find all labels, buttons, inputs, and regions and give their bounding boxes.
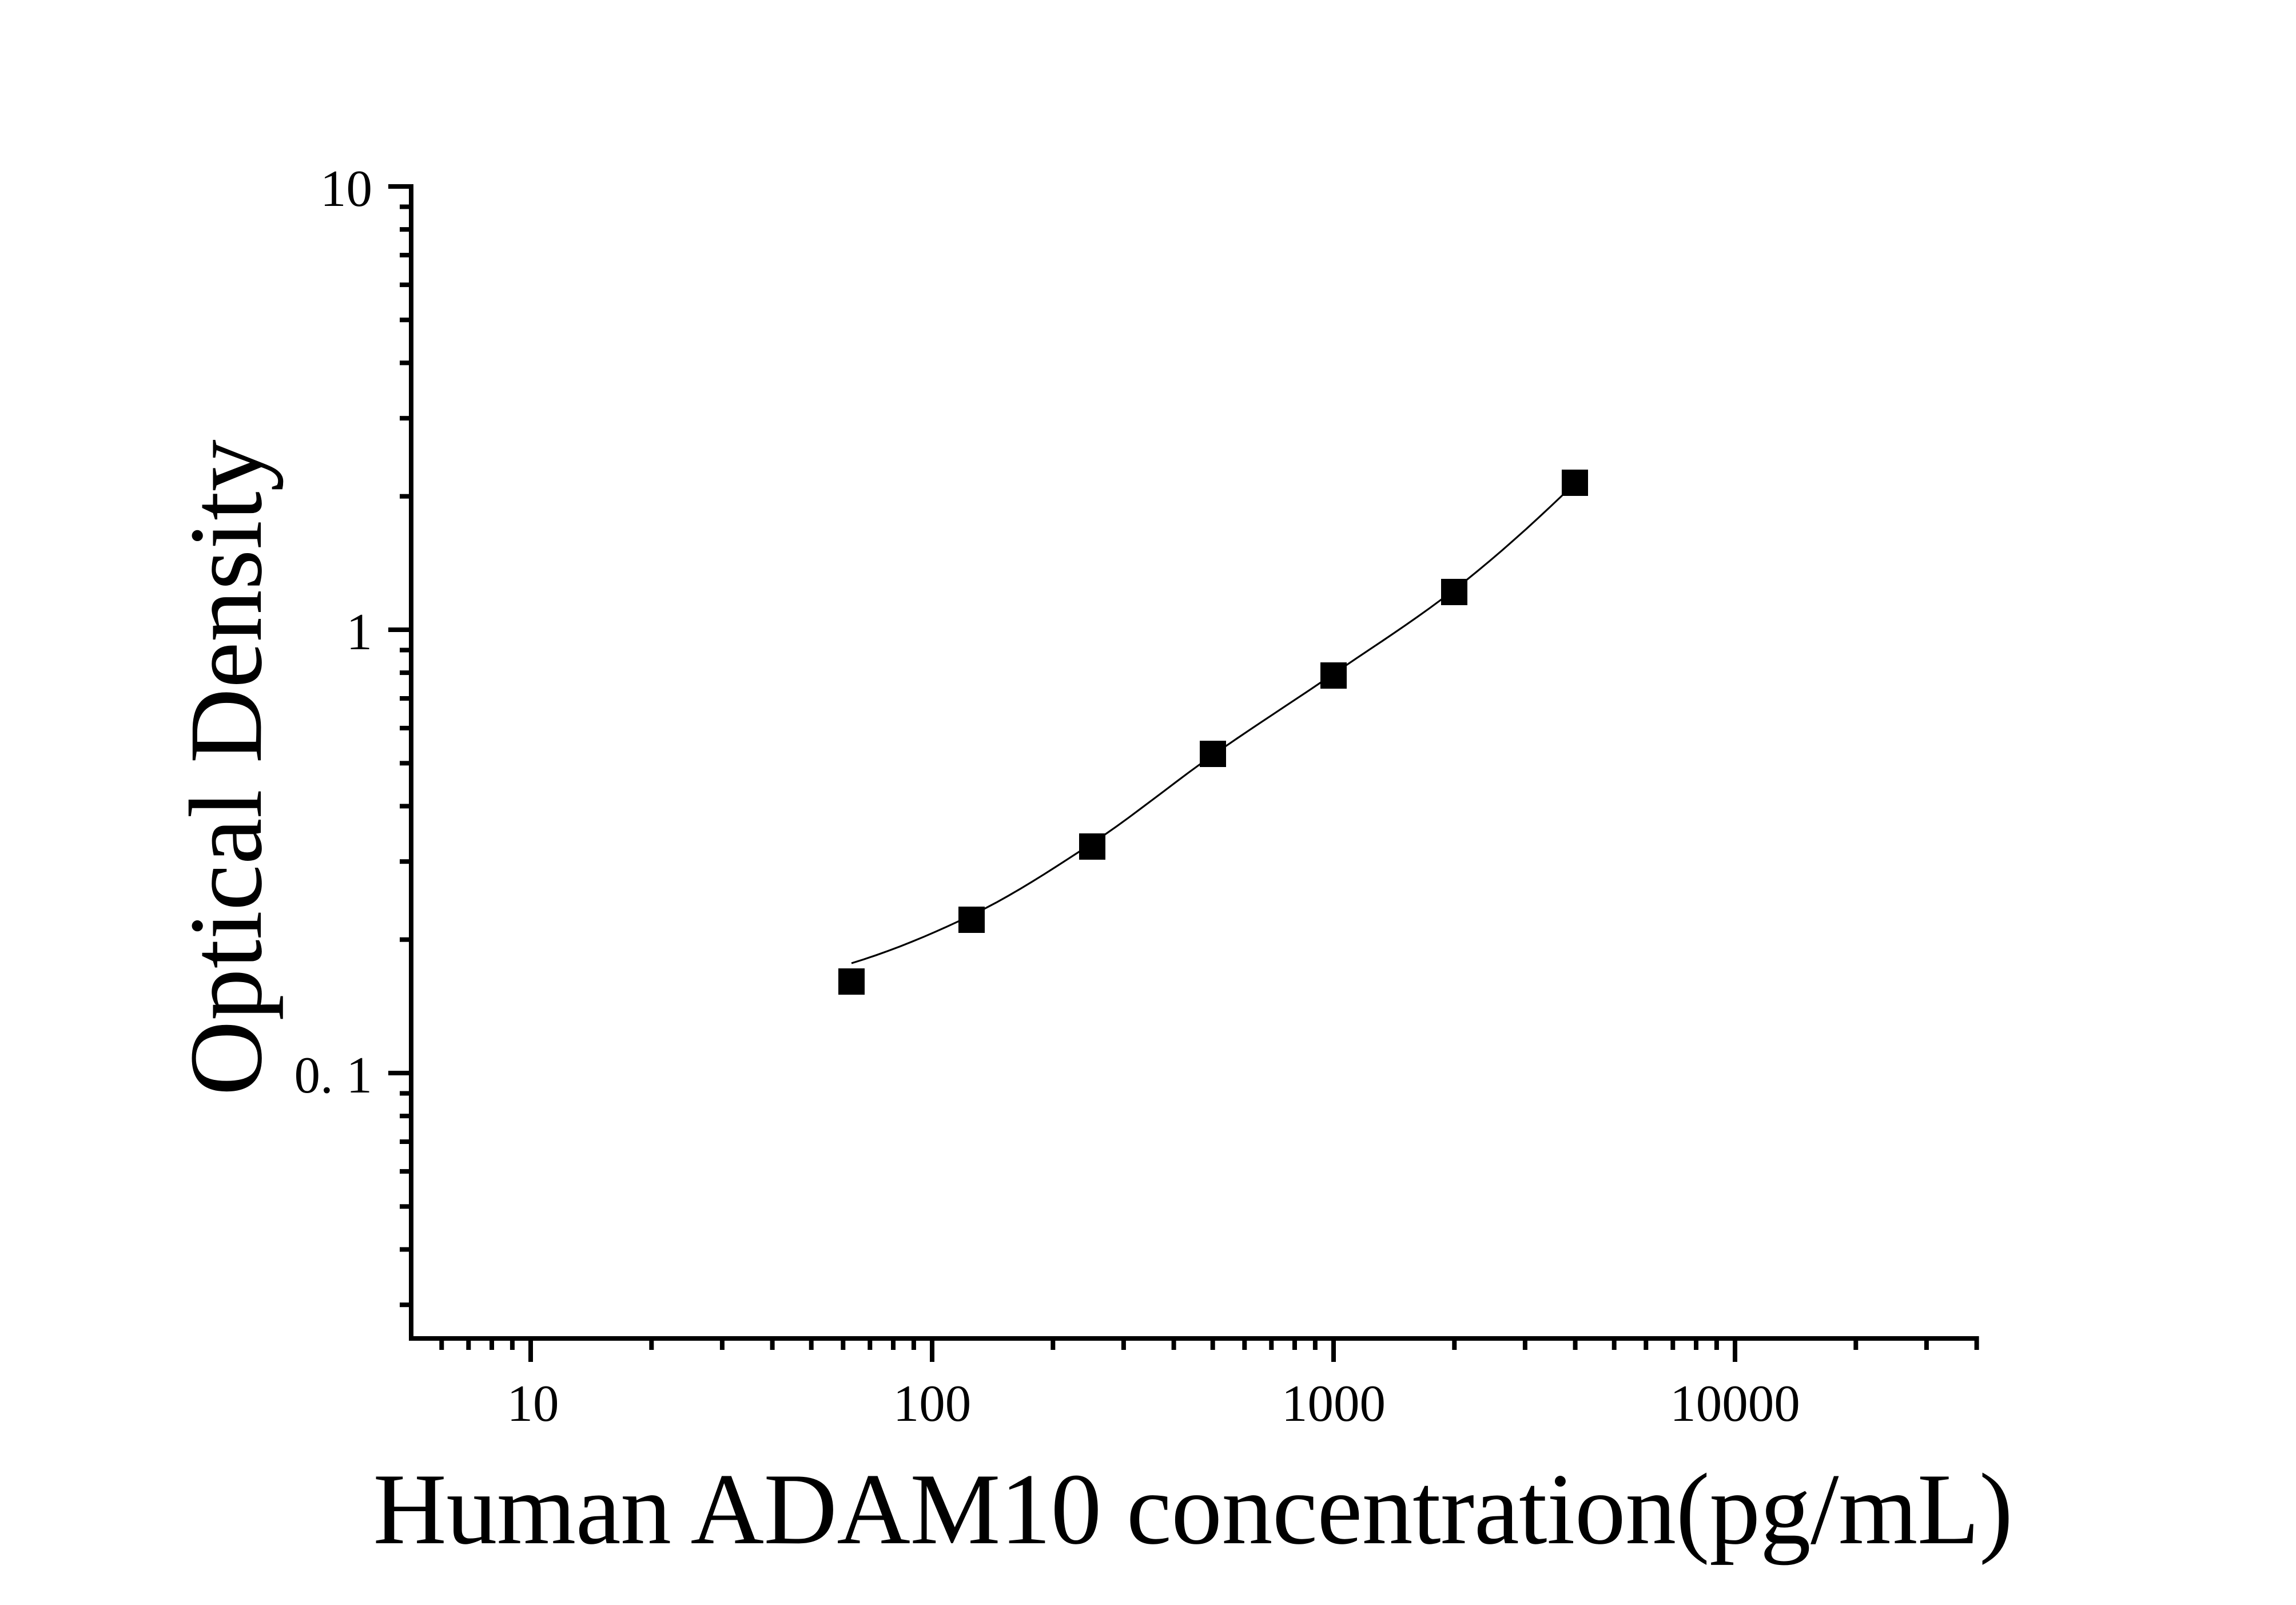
svg-text:10: 10 (320, 160, 372, 217)
svg-text:Optical Density: Optical Density (169, 439, 284, 1095)
svg-text:Human ADAM10 concentration(pg/: Human ADAM10 concentration(pg/mL) (373, 1452, 2012, 1566)
svg-text:0. 1: 0. 1 (295, 1046, 373, 1104)
svg-text:10000: 10000 (1670, 1374, 1800, 1432)
svg-text:10: 10 (507, 1374, 559, 1432)
svg-text:1000: 1000 (1282, 1374, 1386, 1432)
svg-text:100: 100 (893, 1374, 972, 1432)
svg-text:1: 1 (347, 603, 373, 661)
